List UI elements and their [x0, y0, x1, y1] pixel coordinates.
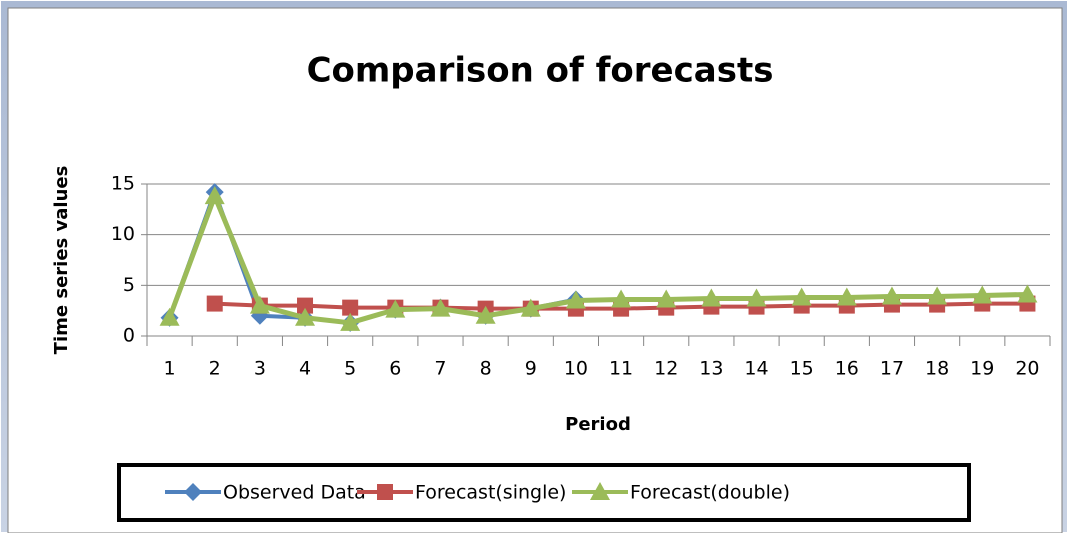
- legend-label: Forecast(double): [630, 482, 790, 504]
- legend-marker: [377, 484, 393, 500]
- marker-triangle: [881, 286, 902, 305]
- x-tick-label: 4: [299, 358, 311, 380]
- x-tick-label: 5: [344, 358, 356, 380]
- chart-title: Comparison of forecasts: [307, 51, 774, 91]
- marker-square: [342, 299, 359, 316]
- x-tick-label: 19: [970, 358, 994, 380]
- x-tick-label: 20: [1015, 358, 1039, 380]
- x-tick-label: 9: [525, 358, 537, 380]
- x-tick-label: 17: [880, 358, 904, 380]
- series-line: [167, 193, 1028, 326]
- y-tick-label: 0: [123, 325, 135, 347]
- x-tick-label: 12: [654, 358, 678, 380]
- x-tick-label: 15: [790, 358, 814, 380]
- y-tick-label: 15: [111, 173, 135, 195]
- x-tick-label: 1: [164, 358, 176, 380]
- marker-triangle: [927, 286, 948, 305]
- marker-triangle: [1017, 284, 1038, 303]
- y-tick-label: 5: [123, 274, 135, 296]
- marker-triangle: [746, 288, 767, 307]
- marker-triangle: [611, 289, 632, 308]
- x-tick-label: 6: [389, 358, 401, 380]
- marker-triangle: [204, 186, 225, 205]
- marker-triangle: [972, 285, 993, 304]
- x-tick-label: 18: [925, 358, 949, 380]
- marker-triangle: [295, 307, 316, 326]
- marker-triangle: [475, 305, 496, 324]
- y-tick-label: 10: [111, 223, 135, 245]
- x-tick-label: 2: [209, 358, 221, 380]
- marker-triangle: [249, 295, 270, 314]
- marker-triangle: [385, 299, 406, 318]
- x-tick-label: 16: [835, 358, 859, 380]
- x-tick-label: 7: [434, 358, 446, 380]
- x-tick-label: 13: [699, 358, 723, 380]
- marker-square: [206, 295, 223, 312]
- legend-label: Forecast(single): [415, 482, 566, 504]
- x-tick-label: 3: [254, 358, 266, 380]
- legend-box: [117, 463, 971, 522]
- x-tick-label: 11: [609, 358, 633, 380]
- marker-triangle: [430, 298, 451, 317]
- y-axis-title: Time series values: [51, 166, 72, 355]
- x-tick-label: 10: [564, 358, 588, 380]
- marker-triangle: [565, 290, 586, 309]
- marker-triangle: [791, 287, 812, 306]
- chart-area: [7, 7, 1063, 533]
- marker-triangle: [520, 298, 541, 317]
- x-tick-label: 8: [480, 358, 492, 380]
- marker-triangle: [701, 288, 722, 307]
- legend-marker: [590, 482, 610, 500]
- marker-triangle: [340, 312, 361, 331]
- marker-square: [297, 297, 314, 314]
- marker-triangle: [159, 307, 180, 326]
- x-tick-label: 14: [744, 358, 768, 380]
- legend-marker: [184, 483, 202, 501]
- legend-label: Observed Data: [223, 482, 366, 504]
- marker-triangle: [836, 287, 857, 306]
- x-axis-title: Period: [565, 414, 631, 435]
- marker-triangle: [656, 289, 677, 308]
